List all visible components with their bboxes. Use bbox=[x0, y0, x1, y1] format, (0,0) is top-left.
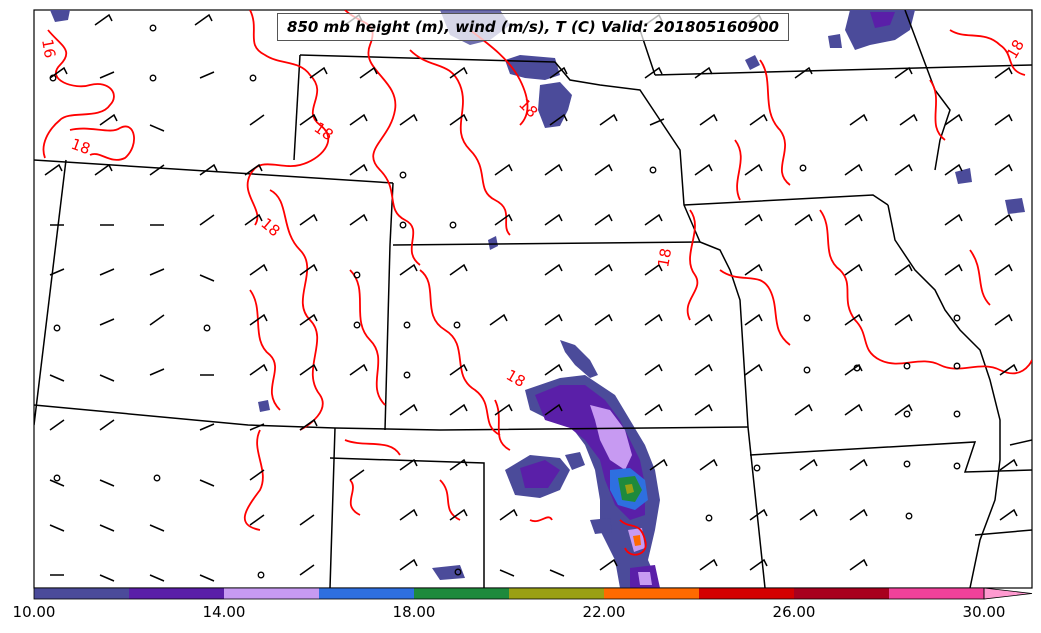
colorbar-segment bbox=[699, 588, 794, 599]
colorbar-segment bbox=[224, 588, 319, 599]
isotherms bbox=[42, 10, 1032, 556]
colorbar-segment bbox=[414, 588, 509, 599]
colorbar-segment bbox=[129, 588, 224, 599]
colorbar-tick-label: 22.00 bbox=[582, 603, 626, 621]
colorbar-segment bbox=[319, 588, 414, 599]
colorbar-segment bbox=[794, 588, 889, 599]
wind-barbs bbox=[44, 13, 1018, 582]
colorbar-tick-label: 10.00 bbox=[12, 603, 56, 621]
colorbar-segment bbox=[34, 588, 129, 599]
colorbar-tick-label: 26.00 bbox=[772, 603, 816, 621]
map-frame bbox=[33, 9, 1033, 589]
colorbar-segment bbox=[509, 588, 604, 599]
colorbar-extend-arrow bbox=[983, 587, 1033, 600]
colorbar bbox=[33, 587, 1033, 600]
colorbar-segment bbox=[604, 588, 699, 599]
colorbar-tick-label: 18.00 bbox=[392, 603, 436, 621]
colorbar-tick-label: 14.00 bbox=[202, 603, 246, 621]
calm-markers bbox=[49, 24, 961, 579]
colorbar-outline bbox=[33, 587, 985, 600]
contour-label: 18 bbox=[69, 135, 93, 158]
state-borders bbox=[34, 10, 1032, 588]
colorbar-tick-label: 30.00 bbox=[962, 603, 1006, 621]
contour-label: 16 bbox=[38, 38, 59, 60]
map-title: 850 mb height (m), wind (m/s), T (C) Val… bbox=[277, 13, 789, 41]
contour-label: 18 bbox=[654, 247, 675, 269]
colorbar-segment bbox=[889, 588, 984, 599]
